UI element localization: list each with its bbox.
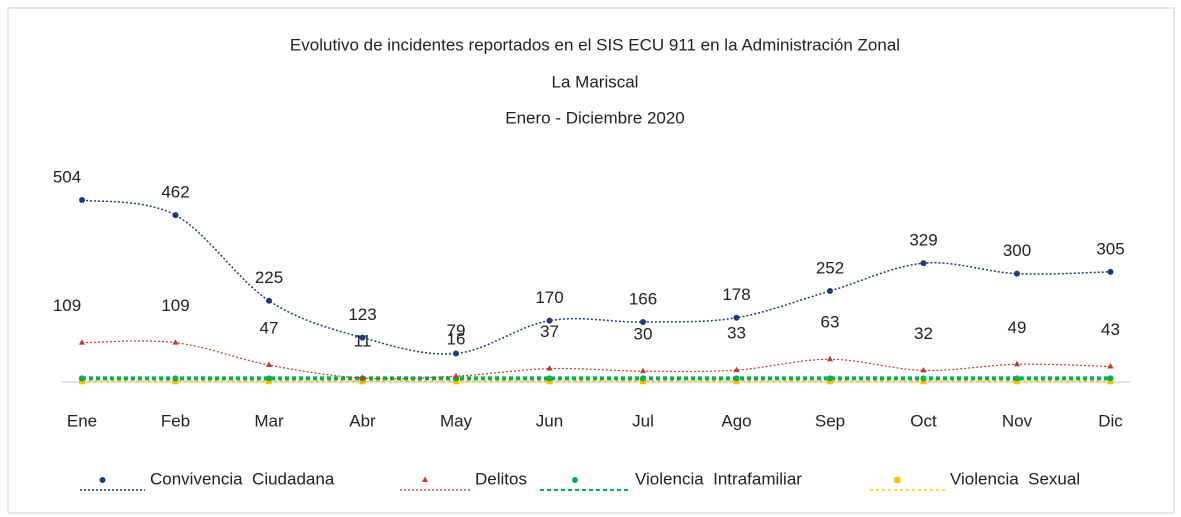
legend-label: Violencia Intrafamiliar bbox=[635, 469, 802, 488]
point bbox=[79, 375, 85, 382]
data-label: 109 bbox=[53, 296, 81, 315]
data-label: 166 bbox=[629, 290, 657, 309]
chart-title: Enero - Diciembre 2020 bbox=[505, 108, 685, 127]
point bbox=[453, 350, 459, 357]
x-tick-label: Mar bbox=[254, 411, 284, 430]
data-label: 30 bbox=[634, 325, 653, 344]
data-label: 47 bbox=[260, 319, 279, 338]
data-label: 504 bbox=[53, 167, 81, 186]
point bbox=[546, 375, 553, 382]
data-label: 300 bbox=[1003, 241, 1031, 260]
chart-title: La Mariscal bbox=[552, 72, 639, 91]
data-label: 225 bbox=[255, 268, 283, 287]
data-label: 37 bbox=[540, 322, 559, 341]
point bbox=[1107, 268, 1114, 275]
point bbox=[1107, 375, 1114, 382]
point bbox=[827, 288, 833, 294]
data-label: 32 bbox=[914, 324, 933, 343]
point bbox=[79, 197, 85, 203]
x-tick-label: Ene bbox=[67, 411, 97, 430]
x-tick-label: Jul bbox=[632, 411, 654, 430]
point bbox=[827, 375, 833, 382]
point bbox=[546, 365, 553, 371]
data-label: 43 bbox=[1101, 320, 1120, 339]
data-label: 305 bbox=[1096, 239, 1124, 258]
data-label: 109 bbox=[161, 296, 189, 315]
point bbox=[172, 212, 179, 219]
data-label: 252 bbox=[816, 258, 844, 277]
point bbox=[453, 372, 459, 379]
point bbox=[1107, 362, 1114, 369]
point bbox=[172, 375, 179, 382]
point bbox=[920, 366, 927, 373]
x-tick-label: Nov bbox=[1002, 411, 1033, 430]
legend-label: Delitos bbox=[475, 469, 527, 488]
point bbox=[640, 319, 646, 326]
legend-label: Violencia Sexual bbox=[950, 469, 1080, 488]
x-tick-label: Oct bbox=[910, 411, 937, 430]
data-label: 49 bbox=[1008, 318, 1027, 337]
x-tick-label: Dic bbox=[1098, 411, 1123, 430]
data-label: 178 bbox=[722, 285, 750, 304]
series-line bbox=[81, 199, 1111, 355]
data-label: 79 bbox=[447, 321, 466, 340]
data-label: 33 bbox=[727, 324, 746, 343]
data-label: 123 bbox=[348, 305, 376, 324]
data-label: 16 bbox=[447, 330, 466, 349]
point bbox=[640, 367, 646, 374]
point bbox=[1014, 360, 1020, 367]
point bbox=[359, 334, 366, 341]
point bbox=[733, 314, 740, 321]
chart-frame bbox=[7, 7, 1175, 514]
point bbox=[1014, 375, 1020, 382]
legend-label: Convivencia Ciudadana bbox=[150, 469, 335, 488]
point bbox=[79, 339, 85, 345]
data-label: 462 bbox=[161, 183, 189, 202]
point bbox=[640, 375, 646, 382]
point bbox=[920, 260, 927, 267]
x-tick-label: Sep bbox=[815, 411, 845, 430]
point bbox=[422, 476, 428, 482]
point bbox=[733, 366, 740, 373]
point bbox=[572, 477, 578, 483]
x-tick-label: Ago bbox=[721, 411, 751, 430]
point bbox=[172, 339, 179, 345]
point bbox=[1014, 270, 1020, 277]
series-line bbox=[81, 340, 1111, 380]
x-tick-label: Jun bbox=[536, 411, 563, 430]
point bbox=[266, 375, 272, 382]
point bbox=[266, 297, 272, 304]
point bbox=[920, 375, 927, 382]
data-label: 329 bbox=[909, 231, 937, 250]
point bbox=[546, 317, 553, 324]
data-label: 11 bbox=[354, 332, 372, 351]
data-label: 63 bbox=[821, 313, 840, 332]
point bbox=[359, 374, 366, 381]
x-tick-label: Abr bbox=[349, 411, 376, 430]
chart-title: Evolutivo de incidentes reportados en el… bbox=[290, 35, 900, 54]
x-tick-label: May bbox=[440, 411, 473, 430]
point bbox=[827, 355, 833, 362]
x-tick-label: Feb bbox=[161, 411, 190, 430]
point bbox=[894, 477, 901, 483]
point bbox=[99, 477, 106, 483]
data-label: 170 bbox=[535, 288, 563, 307]
point bbox=[733, 375, 740, 382]
point bbox=[266, 361, 272, 368]
